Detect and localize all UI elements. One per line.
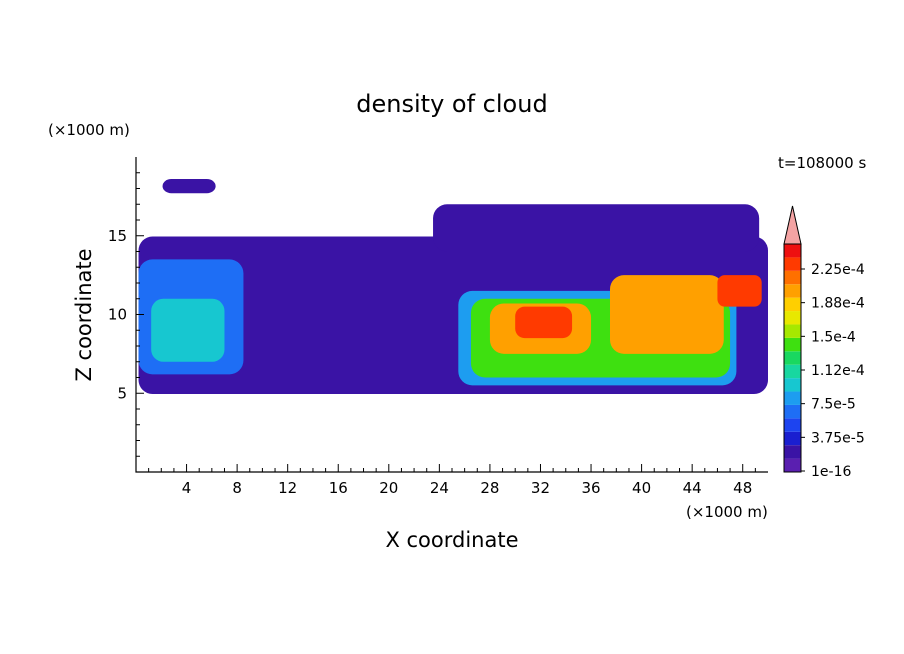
colorbar-max-triangle <box>783 205 802 245</box>
y-tick-label: 15 <box>108 227 127 245</box>
colorbar-band <box>784 337 801 352</box>
x-tick-label: 20 <box>379 479 398 497</box>
x-tick-label: 12 <box>278 479 297 497</box>
colorbar-band <box>784 284 801 298</box>
colorbar: 2.25e-4 1.88e-4 1.5e-4 1.12e-4 7.5e-5 3.75e-5… <box>783 205 865 480</box>
colorbar-band <box>784 244 801 258</box>
y-tick-label: 5 <box>117 384 127 402</box>
x-tick-label: 4 <box>182 479 192 497</box>
colorbar-band <box>784 404 801 419</box>
x-tick-label: 40 <box>632 479 651 497</box>
colorbar-band <box>784 311 801 325</box>
x-tick-label: 28 <box>480 479 499 497</box>
colorbar-band <box>784 445 801 459</box>
cloud-region <box>610 275 724 354</box>
colorbar-label: 1.88e-4 <box>811 296 865 312</box>
colorbar-band <box>784 324 801 338</box>
colorbar-label: 3.75e-5 <box>811 430 865 446</box>
colorbar-band <box>784 270 801 285</box>
y-tick-label: 10 <box>108 306 127 324</box>
colorbar-label: 7.5e-5 <box>811 397 856 413</box>
time-label: t=108000 s <box>778 154 866 172</box>
colorbar-band <box>784 378 801 392</box>
y-unit-label: (×1000 m) <box>48 121 130 139</box>
colorbar-band <box>784 418 801 432</box>
x-unit-label: (×1000 m) <box>686 503 768 521</box>
colorbar-label: 1.12e-4 <box>811 363 865 379</box>
colorbar-band <box>784 351 801 365</box>
x-tick-label: 48 <box>733 479 752 497</box>
x-tick-label: 44 <box>683 479 702 497</box>
x-tick-label: 8 <box>232 479 242 497</box>
plot-area <box>138 179 768 395</box>
x-axis-title: X coordinate <box>385 528 518 552</box>
colorbar-band <box>784 364 801 379</box>
cloud-region <box>151 298 225 362</box>
colorbar-band <box>784 257 801 271</box>
colorbar-band <box>784 297 801 312</box>
cloud-region <box>717 275 762 307</box>
colorbar-band <box>784 458 801 472</box>
colorbar-label: 1.5e-4 <box>811 329 856 345</box>
colorbar-band <box>784 431 801 446</box>
colorbar-label: 1e-16 <box>811 464 851 480</box>
y-axis-title: Z coordinate <box>72 248 96 381</box>
x-tick-label: 24 <box>430 479 449 497</box>
axes-frame <box>135 157 768 473</box>
x-tick-label: 36 <box>581 479 600 497</box>
colorbar-label: 2.25e-4 <box>811 262 865 278</box>
cloud-region <box>433 204 760 252</box>
x-tick-label: 32 <box>531 479 550 497</box>
chart-title: density of cloud <box>356 90 547 118</box>
cloud-region <box>162 179 216 194</box>
colorbar-frame <box>783 243 802 473</box>
cloud-region <box>515 306 573 339</box>
colorbar-band <box>784 391 801 405</box>
x-tick-label: 16 <box>329 479 348 497</box>
